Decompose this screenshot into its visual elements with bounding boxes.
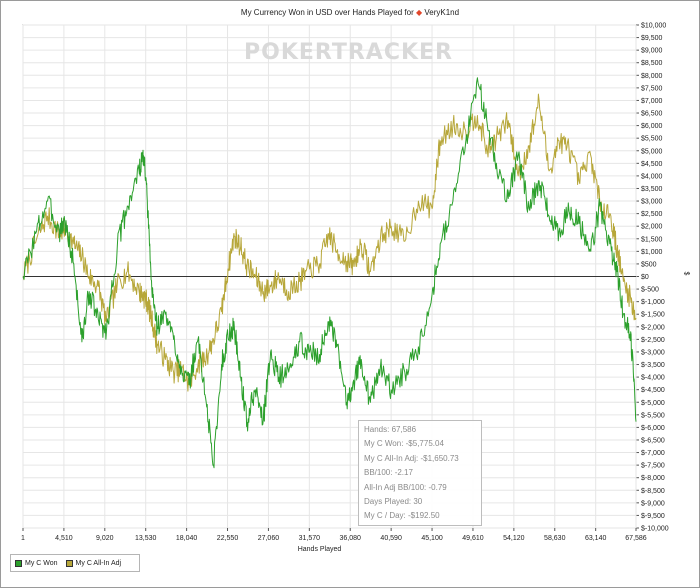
x-tick-label: 13,530 [135, 535, 157, 542]
y-tick-label: $-9,000 [641, 500, 665, 507]
x-tick-label: 58,630 [544, 535, 566, 542]
x-tick-label: 40,590 [380, 535, 402, 542]
y-tick-label: $-6,000 [641, 425, 665, 432]
x-tick-label: 27,060 [258, 535, 280, 542]
legend-label-allin: My C All-In Adj [75, 559, 122, 567]
y-tick-label: $-9,500 [641, 513, 665, 520]
y-axis-unit: $ [682, 271, 690, 276]
y-tick-label: $-8,500 [641, 488, 665, 495]
y-tick-label: $7,000 [641, 98, 663, 105]
tooltip-allin-bb100: All-In Adj BB/100: -0.79 [364, 482, 447, 492]
y-tick-label: $0 [641, 274, 649, 281]
x-tick-label: 54,120 [503, 535, 525, 542]
pokertracker-watermark: POKERTRACKER [244, 40, 453, 65]
tooltip-bb100: BB/100: -2.17 [364, 468, 413, 478]
legend-label-won: My C Won [25, 559, 58, 567]
tooltip-hands: Hands: 67,586 [364, 425, 417, 434]
flame-icon: ◆ [415, 8, 423, 17]
tooltip-won: My C Won: -$5,775.04 [364, 439, 444, 449]
x-tick-label: 9,020 [96, 535, 114, 542]
y-tick-label: $1,500 [641, 236, 663, 243]
y-tick-label: $-1,500 [641, 312, 665, 319]
y-tick-label: $-5,000 [641, 400, 665, 407]
x-tick-label: 22,550 [217, 535, 239, 542]
y-tick-label: $9,500 [641, 35, 663, 42]
hover-tooltip: Hands: 67,586 My C Won: -$5,775.04 My C … [358, 420, 482, 526]
y-tick-label: $7,500 [641, 85, 663, 92]
y-tick-label: $-2,000 [641, 324, 665, 331]
y-tick-label: $-4,500 [641, 387, 665, 394]
y-tick-label: $-7,500 [641, 463, 665, 470]
y-tick-label: $-10,000 [641, 526, 669, 533]
legend-swatch-won [15, 559, 22, 567]
y-tick-label: $10,000 [641, 23, 666, 30]
series-line-allin-adj [22, 93, 637, 392]
x-tick-label: 49,610 [462, 535, 484, 542]
y-tick-label: $2,500 [641, 211, 663, 218]
y-tick-label: $-6,500 [641, 437, 665, 444]
y-tick-label: $9,000 [641, 48, 663, 55]
y-tick-label: $-1,000 [641, 299, 665, 306]
tooltip-per-day: My C / Day: -$192.50 [364, 511, 440, 521]
x-tick-label: 45,100 [421, 535, 443, 542]
y-tick-label: $4,500 [641, 161, 663, 168]
y-tick-label: $5,000 [641, 148, 663, 155]
x-tick-label: 4,510 [55, 535, 73, 542]
x-tick-label: 18,040 [176, 535, 198, 542]
x-tick-label: 31,570 [299, 535, 321, 542]
y-tick-label: $6,500 [641, 111, 663, 118]
y-tick-label: $1,000 [641, 249, 663, 256]
chart-title: My Currency Won in USD over Hands Played… [0, 8, 700, 17]
y-tick-label: $8,500 [641, 60, 663, 67]
x-tick-label: 36,080 [340, 535, 362, 542]
y-tick-label: $-3,000 [641, 349, 665, 356]
y-tick-label: $-4,000 [641, 375, 665, 382]
y-tick-label: $-8,000 [641, 475, 665, 482]
legend-item-won[interactable]: My C Won [15, 559, 58, 567]
series-line-won [22, 77, 637, 469]
x-tick-label: 67,586 [625, 535, 647, 542]
y-tick-label: $8,000 [641, 73, 663, 80]
tooltip-allin-adj: My C All-In Adj: -$1,650.73 [364, 453, 459, 463]
x-tick-label: 63,140 [585, 535, 607, 542]
y-tick-label: $500 [641, 261, 657, 268]
y-tick-label: $6,000 [641, 123, 663, 130]
y-tick-label: $4,000 [641, 173, 663, 180]
y-tick-label: $-3,500 [641, 362, 665, 369]
chart-legend: My C Won My C All-In Adj [10, 554, 140, 572]
title-text: My Currency Won in USD over Hands Played… [240, 8, 414, 17]
player-name: VeryK1nd [424, 8, 460, 17]
y-tick-label: $3,000 [641, 199, 663, 206]
x-tick-label: 1 [21, 535, 25, 542]
tooltip-days: Days Played: 30 [364, 496, 423, 506]
legend-swatch-allin [65, 559, 73, 567]
y-tick-label: $-7,000 [641, 450, 665, 457]
y-tick-label: $3,500 [641, 186, 663, 193]
x-axis-title: Hands Played [298, 546, 342, 553]
y-tick-label: $-5,500 [641, 412, 665, 419]
y-tick-label: $5,500 [641, 136, 663, 143]
y-tick-label: $-500 [641, 287, 659, 294]
y-tick-label: $-2,500 [641, 337, 665, 344]
y-tick-label: $2,000 [641, 224, 663, 231]
legend-item-allin[interactable]: My C All-In Adj [65, 559, 122, 567]
